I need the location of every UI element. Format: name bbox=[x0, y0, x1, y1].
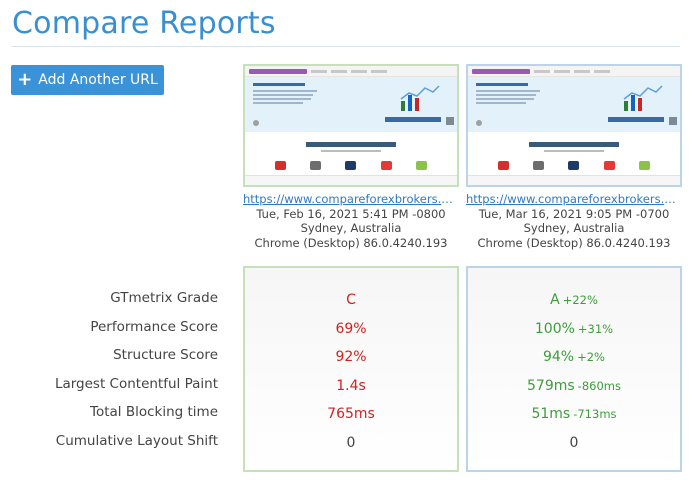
report-column-2: https://www.compareforexbrokers.com/be..… bbox=[466, 64, 682, 250]
structure-score-delta: +2% bbox=[577, 350, 605, 365]
performance-score-cell: 100% +31% bbox=[468, 315, 680, 344]
page-title: Compare Reports bbox=[12, 6, 276, 41]
report-date: Tue, Mar 16, 2021 9:05 PM -0700 bbox=[478, 206, 670, 221]
report-screenshot-thumbnail[interactable] bbox=[466, 64, 682, 187]
cls-value: 0 bbox=[569, 434, 579, 451]
performance-score-value: 69% bbox=[335, 320, 367, 337]
cls-value: 0 bbox=[346, 434, 356, 451]
metrics-panel-report-2: A +22% 100% +31% 94% +2% 579ms -860ms 51ms -7… bbox=[466, 266, 682, 472]
structure-score-value: 92% bbox=[335, 349, 367, 366]
metric-label-grade: GTmetrix Grade bbox=[110, 290, 218, 306]
tbt-value: 765ms bbox=[327, 406, 375, 423]
lcp-value: 579ms bbox=[527, 377, 575, 394]
metrics-panel-report-1: C 69% 92% 1.4s 765ms 0 bbox=[243, 266, 459, 472]
metric-label-performance: Performance Score bbox=[90, 318, 218, 335]
title-divider bbox=[12, 46, 680, 47]
metric-label-cls: Cumulative Layout Shift bbox=[55, 432, 218, 449]
structure-score-value: 94% bbox=[542, 349, 575, 366]
report-browser: Chrome (Desktop) 86.0.4240.193 bbox=[477, 235, 671, 250]
performance-score-value: 100% bbox=[534, 320, 575, 337]
lcp-delta: -860ms bbox=[577, 378, 621, 393]
report-url-link[interactable]: https://www.compareforexbrokers.com/be..… bbox=[466, 192, 682, 206]
report-location: Sydney, Australia bbox=[300, 221, 402, 235]
report-column-1: https://www.compareforexbrokers.com/be..… bbox=[243, 64, 459, 250]
report-browser: Chrome (Desktop) 86.0.4240.193 bbox=[254, 235, 448, 250]
metric-label-tbt: Total Blocking time bbox=[90, 404, 218, 421]
metric-label-structure: Structure Score bbox=[113, 347, 218, 364]
grade-delta: +22% bbox=[562, 293, 598, 307]
tbt-cell: 51ms -713ms bbox=[468, 400, 680, 429]
report-url-link[interactable]: https://www.compareforexbrokers.com/be..… bbox=[243, 192, 459, 206]
report-location: Sydney, Australia bbox=[523, 221, 625, 235]
metric-labels: GTmetrix Grade Performance Score Structu… bbox=[0, 284, 218, 456]
lcp-cell: 579ms -860ms bbox=[468, 372, 680, 401]
add-another-url-button[interactable]: + Add Another URL bbox=[11, 65, 164, 95]
grade-value: C bbox=[346, 292, 356, 308]
report-screenshot-thumbnail[interactable] bbox=[243, 64, 459, 187]
lcp-value: 1.4s bbox=[336, 377, 366, 394]
metric-label-lcp: Largest Contentful Paint bbox=[54, 375, 218, 392]
structure-score-cell: 94% +2% bbox=[468, 343, 680, 372]
grade-value: A bbox=[550, 292, 560, 308]
tbt-value: 51ms bbox=[531, 406, 571, 423]
cls-cell: 0 bbox=[468, 429, 680, 458]
plus-icon: + bbox=[17, 69, 33, 90]
add-url-label: Add Another URL bbox=[38, 72, 158, 88]
grade-cell: A +22% bbox=[468, 286, 680, 315]
tbt-delta: -713ms bbox=[573, 407, 617, 422]
report-date: Tue, Feb 16, 2021 5:41 PM -0800 bbox=[256, 206, 446, 221]
performance-score-delta: +31% bbox=[577, 321, 614, 336]
